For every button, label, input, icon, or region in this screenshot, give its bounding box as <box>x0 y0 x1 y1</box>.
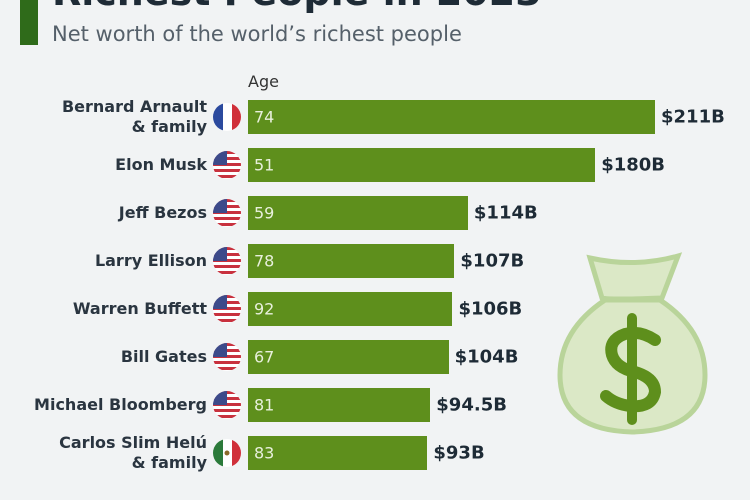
value-label: $211B <box>661 106 725 128</box>
flag <box>213 439 242 467</box>
age-label: 51 <box>254 155 275 175</box>
flag <box>213 343 241 371</box>
chart-subtitle: Net worth of the world’s richest people <box>52 22 462 46</box>
category-label: Larry Ellison <box>94 251 207 270</box>
value-label: $93B <box>433 442 485 464</box>
flag <box>213 103 242 131</box>
money-bag <box>557 252 708 435</box>
value-label: $180B <box>601 154 666 176</box>
bar <box>248 100 655 134</box>
age-label: 81 <box>254 395 275 415</box>
title-accent <box>20 0 38 45</box>
value-label: $114B <box>473 202 538 224</box>
category-label: Jeff Bezos <box>118 203 207 222</box>
age-header: Age <box>248 72 279 91</box>
value-label: $104B <box>454 346 519 368</box>
bar <box>248 244 455 278</box>
bar <box>248 436 428 470</box>
chart-title: Richest People in 2023 <box>52 0 542 14</box>
value-label: $106B <box>458 298 523 320</box>
flag <box>213 247 241 275</box>
age-label: 78 <box>254 251 275 271</box>
age-label: 67 <box>254 347 275 367</box>
category-label: Elon Musk <box>115 155 207 174</box>
category-label: Carlos Slim Helú & family <box>59 433 207 472</box>
category-label: Bill Gates <box>120 347 207 366</box>
category-label: Michael Bloomberg <box>34 395 207 414</box>
value-label: $107B <box>460 250 525 272</box>
category-label: Bernard Arnault & family <box>61 97 207 136</box>
bar <box>248 196 468 230</box>
age-label: 83 <box>254 443 275 463</box>
bar <box>248 388 431 422</box>
age-label: 92 <box>254 299 275 319</box>
value-label: $94.5B <box>436 394 507 416</box>
bar <box>248 340 449 374</box>
flag <box>213 295 241 323</box>
bar <box>248 148 596 182</box>
age-label: 74 <box>254 107 275 127</box>
flag <box>213 151 241 179</box>
age-label: 59 <box>254 203 275 223</box>
bar <box>248 292 453 326</box>
flag <box>213 391 241 419</box>
category-label: Warren Buffett <box>72 299 207 318</box>
flag <box>213 199 241 227</box>
